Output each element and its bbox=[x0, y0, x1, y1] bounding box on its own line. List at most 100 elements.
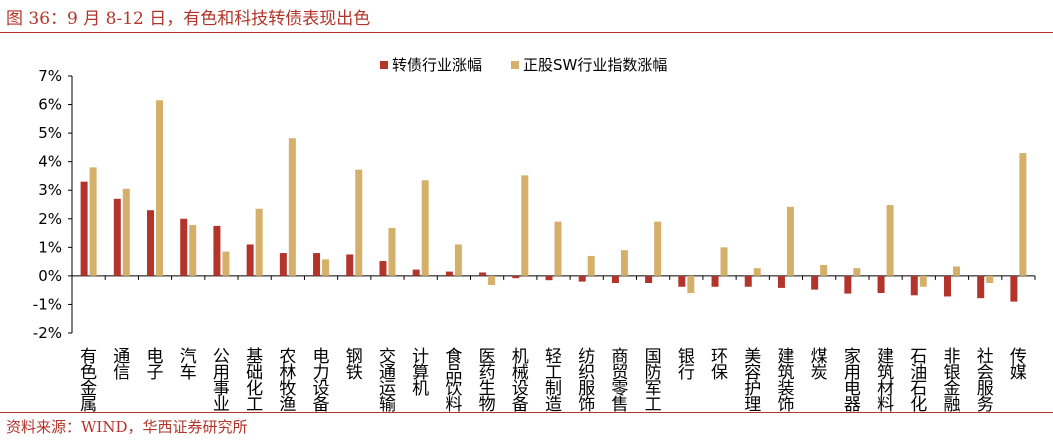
bar-convertible bbox=[711, 275, 719, 287]
bar-convertible bbox=[346, 254, 354, 276]
bars bbox=[80, 100, 1027, 302]
category-label: 轻工制造 bbox=[545, 347, 562, 412]
bar-stock-index bbox=[454, 244, 462, 276]
bar-stock-index bbox=[886, 205, 894, 276]
category-label: 建筑装饰 bbox=[777, 347, 794, 412]
bar-convertible bbox=[379, 261, 387, 276]
bar-stock-index bbox=[355, 169, 363, 276]
bar-stock-index bbox=[322, 259, 330, 276]
bar-convertible bbox=[479, 272, 487, 276]
bar-convertible bbox=[512, 275, 520, 279]
y-tick-label: 5% bbox=[38, 124, 62, 142]
bar-convertible bbox=[611, 275, 619, 284]
category-label: 国防军工 bbox=[645, 347, 662, 412]
category-label: 石油石化 bbox=[910, 347, 927, 412]
category-label: 交通运输 bbox=[379, 347, 396, 412]
category-label: 通信 bbox=[113, 347, 130, 383]
bar-convertible bbox=[678, 275, 686, 287]
bar-convertible bbox=[578, 275, 586, 282]
category-label: 钢铁 bbox=[346, 347, 363, 383]
category-label: 传媒 bbox=[1010, 347, 1027, 383]
category-label: 有色金属 bbox=[80, 347, 97, 412]
bar-convertible bbox=[213, 225, 221, 276]
bar-convertible bbox=[412, 269, 420, 276]
bar-stock-index bbox=[1019, 153, 1027, 276]
bar-stock-index bbox=[587, 255, 595, 276]
bar-stock-index bbox=[786, 206, 794, 276]
bar-stock-index bbox=[554, 221, 562, 276]
legend-swatch-convertible bbox=[380, 61, 388, 69]
category-labels: 有色金属通信电子汽车公用事业基础化工农林牧渔电力设备钢铁交通运输计算机食品饮料医… bbox=[80, 347, 1027, 412]
category-label: 基础化工 bbox=[246, 347, 263, 412]
bar-convertible bbox=[645, 275, 653, 284]
bar-convertible bbox=[279, 253, 287, 276]
bar-convertible bbox=[545, 275, 553, 281]
y-tick-label: 3% bbox=[38, 181, 62, 199]
category-label: 农林牧渔 bbox=[279, 347, 296, 412]
bar-stock-index bbox=[388, 227, 396, 276]
bar-convertible bbox=[910, 275, 918, 296]
y-tick-label: -2% bbox=[33, 324, 62, 342]
category-label: 家用电器 bbox=[844, 347, 861, 412]
category-label: 环保 bbox=[711, 347, 728, 383]
bar-stock-index bbox=[255, 208, 263, 276]
category-label: 公用事业 bbox=[213, 347, 230, 412]
category-label: 医药生物 bbox=[479, 347, 496, 412]
legend-swatch-stock-index bbox=[511, 61, 519, 69]
bar-convertible bbox=[1010, 275, 1018, 302]
bar-stock-index bbox=[156, 100, 164, 276]
category-label: 计算机 bbox=[412, 347, 429, 399]
y-tick-label: -1% bbox=[33, 295, 62, 313]
category-label: 银行 bbox=[678, 347, 695, 383]
category-label: 电子 bbox=[147, 347, 164, 383]
bar-stock-index bbox=[122, 188, 130, 276]
category-label: 电力设备 bbox=[313, 347, 330, 412]
bar-convertible bbox=[943, 275, 951, 297]
bar-convertible bbox=[445, 271, 453, 276]
bar-chart: 7%6%5%4%3%2%1%0%-1%-2% 转债行业涨幅 正股SW行业指数涨幅 … bbox=[33, 56, 1036, 412]
bar-convertible bbox=[811, 275, 819, 290]
y-tick-label: 1% bbox=[38, 238, 62, 256]
y-tick-label: 4% bbox=[38, 153, 62, 171]
bar-convertible bbox=[113, 198, 121, 276]
bar-convertible bbox=[80, 181, 88, 276]
bar-stock-index bbox=[421, 180, 429, 276]
category-label: 商贸零售 bbox=[611, 347, 628, 412]
figure-title: 图 36：9 月 8-12 日，有色和科技转债表现出色 bbox=[6, 9, 371, 29]
bar-stock-index bbox=[288, 138, 296, 276]
bar-stock-index bbox=[620, 250, 628, 276]
source-note: 资料来源：WIND，华西证券研究所 bbox=[6, 418, 248, 436]
bar-stock-index bbox=[189, 225, 197, 276]
category-label: 建筑材料 bbox=[877, 347, 894, 412]
bar-convertible bbox=[844, 275, 852, 294]
bar-convertible bbox=[977, 275, 985, 299]
bar-stock-index bbox=[753, 268, 761, 276]
bar-convertible bbox=[246, 244, 254, 276]
y-tick-label: 6% bbox=[38, 96, 62, 114]
title-rule bbox=[0, 32, 1053, 33]
bar-stock-index bbox=[952, 266, 960, 276]
category-label: 非银金融 bbox=[943, 347, 960, 412]
y-tick-label: 0% bbox=[38, 267, 62, 285]
bar-convertible bbox=[744, 275, 752, 287]
bar-stock-index bbox=[222, 251, 230, 276]
category-label: 煤炭 bbox=[811, 347, 828, 383]
bar-stock-index bbox=[521, 175, 529, 276]
category-label: 美容护理 bbox=[744, 347, 761, 412]
legend: 转债行业涨幅 正股SW行业指数涨幅 bbox=[380, 56, 667, 74]
y-tick-label: 7% bbox=[38, 67, 62, 85]
legend-label-stock-index: 正股SW行业指数涨幅 bbox=[523, 56, 667, 74]
category-label: 机械设备 bbox=[512, 347, 529, 412]
bar-stock-index bbox=[687, 275, 695, 294]
bar-stock-index bbox=[89, 167, 97, 276]
bar-stock-index bbox=[488, 275, 496, 286]
bar-stock-index bbox=[654, 221, 662, 276]
bar-stock-index bbox=[820, 265, 828, 276]
bar-convertible bbox=[180, 218, 188, 276]
axes: 7% 6% 5% 4% 3% 2% 1% 0% -1% -2% bbox=[33, 67, 1036, 342]
bar-stock-index bbox=[853, 268, 861, 276]
category-label: 汽车 bbox=[180, 347, 197, 383]
bar-convertible bbox=[777, 275, 785, 288]
category-label: 社会服务 bbox=[977, 347, 994, 412]
bar-convertible bbox=[313, 253, 321, 276]
